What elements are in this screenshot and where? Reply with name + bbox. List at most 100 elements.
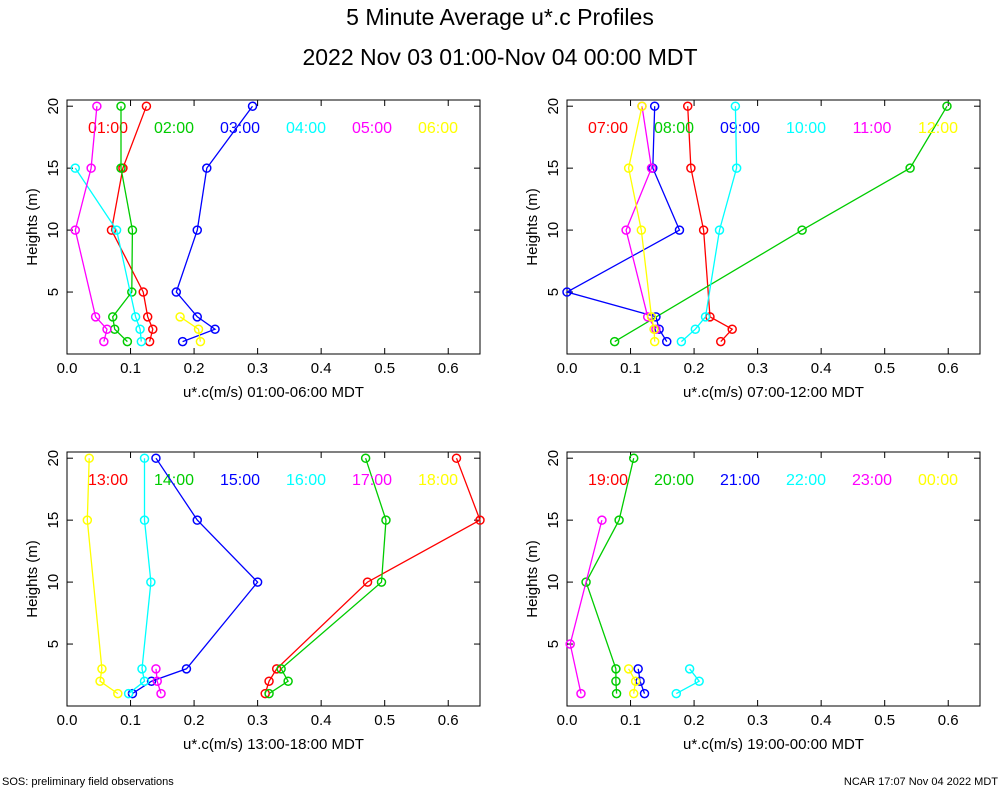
data-point (686, 163, 696, 173)
x-tick-label: 0.6 (938, 360, 959, 377)
data-point (716, 336, 726, 347)
legend-entry: 22:00 (786, 472, 826, 489)
x-tick-label: 0.4 (811, 360, 832, 377)
data-point (84, 453, 94, 463)
data-point (86, 163, 96, 173)
data-point (138, 287, 148, 297)
data-point (177, 336, 188, 347)
x-tick-label: 0.6 (438, 712, 459, 729)
data-point (123, 688, 134, 699)
y-tick-label: 15 (545, 512, 562, 529)
series-0500 (70, 101, 112, 347)
chart-subtitle: 2022 Nov 03 01:00-Nov 04 00:00 MDT (302, 44, 698, 70)
data-point (727, 324, 737, 334)
data-point (581, 577, 591, 587)
data-point (122, 336, 133, 347)
series-line (74, 106, 108, 342)
data-point (623, 163, 634, 173)
data-point (111, 225, 122, 235)
legend-entry: 06:00 (418, 120, 458, 137)
y-tick-label: 20 (545, 98, 562, 115)
data-point (127, 688, 138, 699)
data-point (562, 287, 572, 297)
x-tick-label: 0.1 (120, 360, 141, 377)
x-tick-label: 0.6 (938, 712, 959, 729)
series-line (175, 105, 254, 343)
data-point (628, 688, 639, 699)
data-point (192, 515, 203, 525)
data-point (283, 676, 293, 686)
data-point (611, 676, 621, 686)
legend-entry: 04:00 (286, 120, 326, 137)
y-tick-label: 10 (545, 222, 562, 239)
data-point (90, 312, 101, 322)
data-point (202, 163, 212, 173)
series-0400 (70, 163, 147, 347)
x-tick-label: 0.0 (57, 712, 78, 729)
data-point (628, 453, 639, 463)
series-line (627, 106, 656, 342)
x-tick-label: 0.1 (120, 712, 141, 729)
legend-entry: 13:00 (88, 472, 128, 489)
data-point (139, 676, 150, 686)
x-tick-label: 0.3 (247, 712, 268, 729)
series-line (268, 457, 387, 695)
data-point (139, 515, 150, 525)
data-point (82, 515, 93, 525)
y-axis-label: Heights (m) (24, 188, 41, 266)
data-point (637, 101, 647, 111)
data-point (682, 101, 693, 111)
plot-frame (66, 99, 481, 355)
data-point (116, 101, 126, 111)
data-point (171, 287, 182, 297)
data-point (646, 163, 657, 173)
legend-entry: 12:00 (918, 120, 958, 137)
x-tick-label: 0.5 (374, 712, 395, 729)
series-line (614, 105, 948, 343)
legend-entry: 23:00 (852, 472, 892, 489)
y-tick-label: 10 (45, 574, 62, 591)
data-point (360, 453, 371, 463)
data-point (137, 664, 147, 674)
data-point (611, 664, 621, 674)
x-tick-label: 0.5 (374, 360, 395, 377)
legend-entry: 20:00 (654, 472, 694, 489)
data-point (690, 324, 701, 334)
data-point (623, 664, 634, 674)
data-point (113, 688, 123, 699)
legend-entry: 02:00 (154, 120, 194, 137)
data-point (694, 676, 704, 686)
legend-entry: 08:00 (654, 120, 694, 137)
legend-entry: 21:00 (720, 472, 760, 489)
data-point (475, 515, 485, 525)
data-point (621, 225, 631, 235)
data-point (144, 336, 155, 347)
legend-entry: 01:00 (88, 120, 128, 137)
data-point (731, 163, 742, 173)
legend-entry: 03:00 (220, 120, 260, 137)
data-point (151, 453, 161, 463)
y-tick-label: 5 (45, 288, 62, 296)
x-tick-label: 0.1 (620, 712, 641, 729)
data-point (797, 225, 807, 235)
data-point (646, 312, 657, 322)
data-point (451, 453, 462, 463)
y-tick-label: 15 (45, 512, 62, 529)
data-point (376, 577, 387, 587)
series-line (569, 519, 603, 694)
data-point (565, 639, 575, 649)
data-point (116, 163, 126, 173)
series-line (585, 458, 635, 694)
data-point (141, 101, 152, 111)
series-line (687, 106, 734, 343)
data-point (92, 101, 102, 111)
data-point (676, 336, 687, 347)
series-line (680, 106, 738, 343)
data-point (276, 664, 286, 674)
data-point (252, 577, 263, 587)
data-point (639, 688, 650, 699)
data-point (152, 676, 162, 686)
data-point (139, 453, 150, 463)
data-point (674, 225, 685, 235)
y-tick-label: 20 (545, 450, 562, 467)
